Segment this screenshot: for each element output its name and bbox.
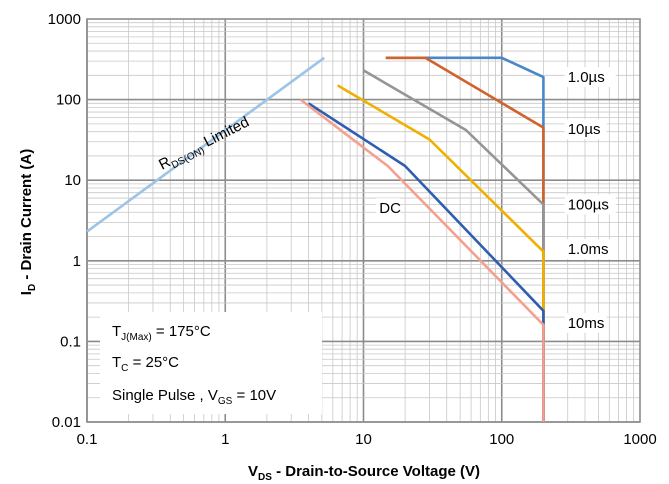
series-label: 100µs	[568, 196, 609, 213]
series-line-dc	[299, 98, 545, 422]
series-label-background	[564, 312, 607, 333]
y-tick-label: 100	[56, 92, 81, 109]
plot-border	[86, 18, 641, 423]
series-label: 1.0µs	[568, 69, 605, 86]
y-tick-labels: 0.01 0.1 1 10 100 1000	[48, 11, 81, 431]
series-labels: 1.0µs 10µs 100µs 1.0ms 10ms DC	[376, 67, 616, 333]
series-lines	[86, 56, 545, 422]
x-tick-labels: 0.1 1 10 100 1000	[77, 431, 657, 448]
series-line-1-0ms	[336, 84, 545, 422]
y-tick-label: 1	[73, 253, 81, 270]
conditions-box-background	[100, 312, 322, 414]
series-label: 10ms	[568, 315, 605, 332]
rds-on-limited-label: RDS(ON) Limited	[156, 114, 253, 177]
series-label-background	[564, 239, 616, 260]
series-line-100-s	[362, 69, 545, 422]
condition-tc: TC = 25°C	[112, 354, 179, 374]
series-label: 1.0ms	[568, 241, 609, 258]
series-label: 10µs	[568, 121, 601, 138]
series-label-background	[564, 194, 616, 215]
series-label-background	[564, 67, 616, 88]
x-axis-title: VDS - Drain-to-Source Voltage (V)	[248, 463, 480, 483]
y-axis-title: ID - Drain Current (A)	[18, 149, 38, 295]
x-tick-label: 100	[489, 431, 514, 448]
series-line-10ms	[307, 102, 545, 422]
x-tick-label: 0.1	[77, 431, 98, 448]
series-label-background	[376, 198, 401, 219]
grid	[86, 19, 640, 423]
condition-tj-max: TJ(Max) = 175°C	[112, 323, 211, 343]
y-tick-label: 1000	[48, 11, 81, 28]
series-label: DC	[379, 200, 401, 217]
plot-frame	[86, 18, 641, 423]
x-tick-label: 1	[221, 431, 229, 448]
x-tick-label: 10	[355, 431, 372, 448]
series-line-rds-on-limited	[86, 56, 325, 233]
conditions-box: TJ(Max) = 175°C TC = 25°C Single Pulse ,…	[100, 312, 322, 414]
x-tick-label: 1000	[623, 431, 656, 448]
condition-single-pulse: Single Pulse , VGS = 10V	[112, 387, 276, 407]
y-tick-label: 0.01	[52, 414, 81, 431]
y-tick-label: 0.1	[60, 333, 81, 350]
series-label-background	[564, 119, 607, 140]
y-tick-label: 10	[64, 172, 81, 189]
